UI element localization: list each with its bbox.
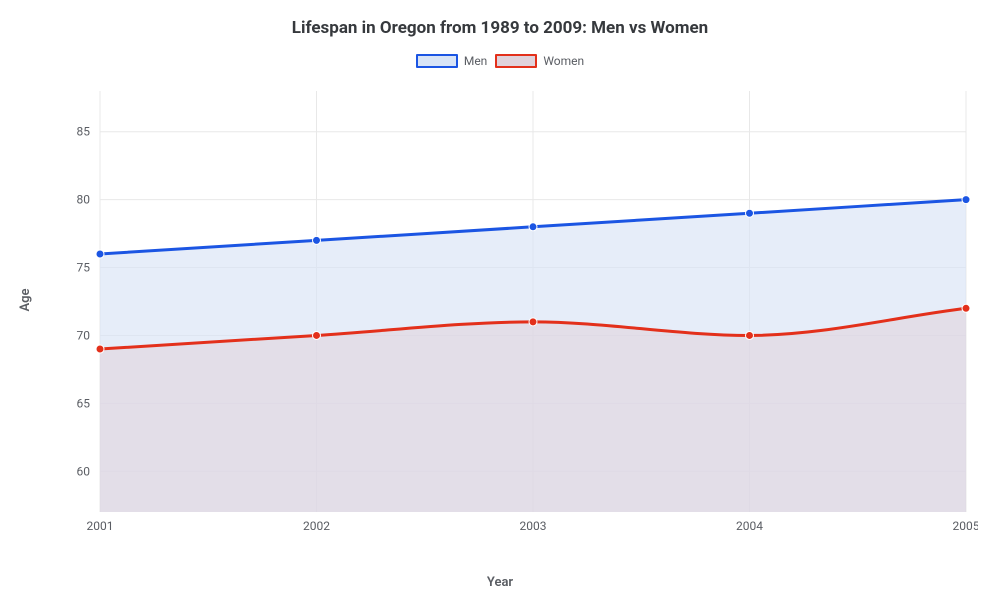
svg-text:70: 70	[77, 328, 91, 342]
legend: Men Women	[0, 54, 1000, 68]
svg-text:65: 65	[77, 396, 91, 410]
svg-text:80: 80	[77, 193, 91, 207]
svg-text:60: 60	[77, 464, 91, 478]
svg-text:2002: 2002	[303, 519, 330, 533]
x-axis-label: Year	[487, 575, 513, 590]
svg-text:85: 85	[77, 125, 91, 139]
svg-text:2003: 2003	[520, 519, 547, 533]
svg-text:75: 75	[77, 261, 91, 275]
svg-text:2005: 2005	[953, 519, 978, 533]
svg-text:2004: 2004	[736, 519, 763, 533]
line-chart: Lifespan in Oregon from 1989 to 2009: Me…	[0, 0, 1000, 600]
chart-title: Lifespan in Oregon from 1989 to 2009: Me…	[0, 0, 1000, 38]
legend-swatch-men	[416, 54, 458, 68]
legend-swatch-women	[495, 54, 537, 68]
svg-text:2001: 2001	[87, 519, 114, 533]
legend-item-men[interactable]: Men	[416, 54, 487, 68]
y-axis-label: Age	[18, 288, 33, 311]
legend-label-men: Men	[464, 54, 487, 68]
legend-label-women: Women	[543, 54, 584, 68]
plot-area: 60 65 70 75 80 85 2001 2002 2003 2004 2005	[60, 85, 978, 540]
legend-item-women[interactable]: Women	[495, 54, 584, 68]
chart-svg: 60 65 70 75 80 85 2001 2002 2003 2004 2005	[60, 85, 978, 540]
